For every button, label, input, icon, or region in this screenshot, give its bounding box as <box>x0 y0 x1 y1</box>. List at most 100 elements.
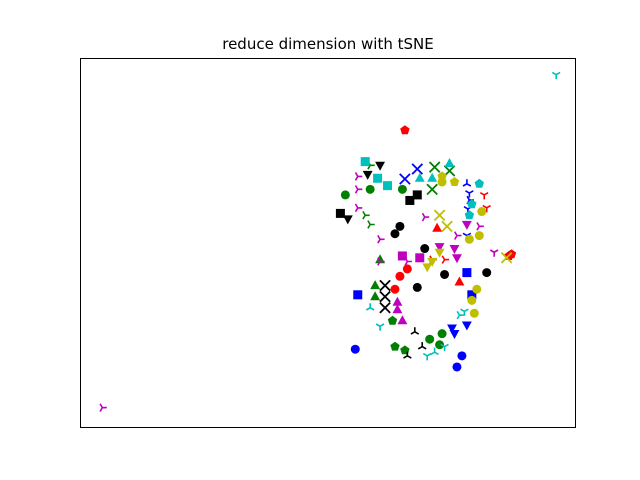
data-point-x <box>379 279 391 292</box>
data-point-square <box>405 195 415 205</box>
data-point-circle <box>425 334 435 344</box>
data-point-x <box>426 183 438 196</box>
data-point-triangle-up <box>444 158 455 167</box>
data-point-triangle-down <box>362 170 373 180</box>
data-point-triangle-down <box>447 324 457 334</box>
data-point-circle <box>474 231 484 241</box>
data-point-tri-left <box>441 255 450 264</box>
data-point-square <box>383 181 393 191</box>
data-point-circle <box>420 244 430 254</box>
data-point-square <box>467 290 477 300</box>
data-point-circle <box>482 268 492 278</box>
data-point-square <box>415 253 425 263</box>
data-point-tri-left <box>367 220 375 229</box>
data-point-tri-left <box>354 172 363 181</box>
chart-title: reduce dimension with tSNE <box>222 35 434 53</box>
data-point-x <box>399 173 411 185</box>
data-point-tri-down <box>479 192 489 200</box>
data-point-tri-down <box>489 249 499 257</box>
data-point-tri-down <box>422 352 432 361</box>
data-point-circle <box>397 184 407 194</box>
data-point-circle <box>412 282 422 292</box>
data-point-circle <box>452 362 462 372</box>
data-point-triangle-up <box>454 276 465 286</box>
data-point-circle <box>435 340 445 350</box>
data-point-circle <box>457 351 467 361</box>
data-point-tri-left <box>99 403 107 412</box>
data-point-circle <box>350 344 360 354</box>
plot-area-frame <box>80 58 576 428</box>
data-point-triangle-down <box>461 220 472 230</box>
data-point-tri-left <box>454 231 462 240</box>
data-point-x <box>379 290 391 303</box>
data-point-square <box>462 268 472 278</box>
data-point-square <box>373 173 383 183</box>
data-point-tri-down <box>465 190 474 198</box>
data-point-tri-down <box>460 308 469 316</box>
data-point-triangle-up <box>414 172 425 182</box>
data-point-triangle-down <box>434 243 445 253</box>
data-point-triangle-up <box>392 296 403 306</box>
data-point-circle <box>402 264 412 274</box>
data-point-tri-down <box>551 71 561 80</box>
data-point-tri-down <box>440 343 449 352</box>
data-point-triangle-up <box>427 172 438 182</box>
data-point-square <box>360 157 370 167</box>
data-points-layer <box>99 71 561 412</box>
data-point-circle <box>464 234 474 244</box>
data-point-circle <box>437 329 447 339</box>
data-point-tri-left <box>377 234 385 244</box>
data-point-square <box>353 290 363 300</box>
data-point-square <box>335 208 345 218</box>
data-point-circle <box>467 295 477 305</box>
data-point-triangle-down <box>452 254 462 264</box>
data-point-circle <box>365 184 375 194</box>
data-point-triangle-down <box>461 321 472 331</box>
data-point-triangle-up <box>392 304 403 314</box>
data-point-x <box>443 165 456 177</box>
data-point-pentagon <box>390 341 400 351</box>
data-point-pentagon <box>400 125 410 135</box>
data-point-x <box>411 163 424 175</box>
data-point-tri-down <box>482 204 492 213</box>
data-point-x <box>441 220 453 233</box>
data-point-circle <box>469 308 479 318</box>
data-point-x <box>433 209 446 222</box>
data-point-tri-up <box>365 303 375 311</box>
data-point-x <box>428 161 441 173</box>
data-point-x <box>379 301 391 314</box>
data-point-triangle-down <box>422 263 433 273</box>
data-point-pentagon <box>464 210 475 220</box>
data-point-circle <box>440 269 450 279</box>
data-point-tri-left <box>377 257 385 266</box>
data-point-triangle-up <box>397 315 408 325</box>
data-point-triangle-down <box>434 248 445 258</box>
data-point-pentagon <box>387 315 398 325</box>
data-point-circle <box>472 284 482 294</box>
data-point-circle <box>395 271 405 281</box>
data-point-tri-up <box>430 347 439 356</box>
data-point-square <box>397 251 407 261</box>
data-point-triangle-up <box>432 222 443 232</box>
data-point-triangle-up <box>370 280 381 290</box>
data-point-tri-left <box>421 212 430 222</box>
data-point-circle <box>390 284 400 294</box>
data-point-circle <box>390 229 400 239</box>
data-point-tri-up <box>417 342 427 350</box>
data-point-tri-up <box>410 327 420 335</box>
data-point-circle <box>437 177 447 187</box>
data-point-pentagon <box>474 178 484 188</box>
data-point-pentagon <box>467 199 477 209</box>
data-point-triangle-down <box>342 215 353 225</box>
data-point-triangle-down <box>427 257 438 267</box>
data-point-tri-left <box>354 185 363 194</box>
data-point-tri-left <box>354 203 363 213</box>
data-point-circle <box>340 190 350 200</box>
data-point-pentagon <box>449 177 460 186</box>
data-point-tri-left <box>476 222 484 231</box>
data-point-tri-up <box>403 351 412 359</box>
data-point-circle <box>477 207 487 217</box>
